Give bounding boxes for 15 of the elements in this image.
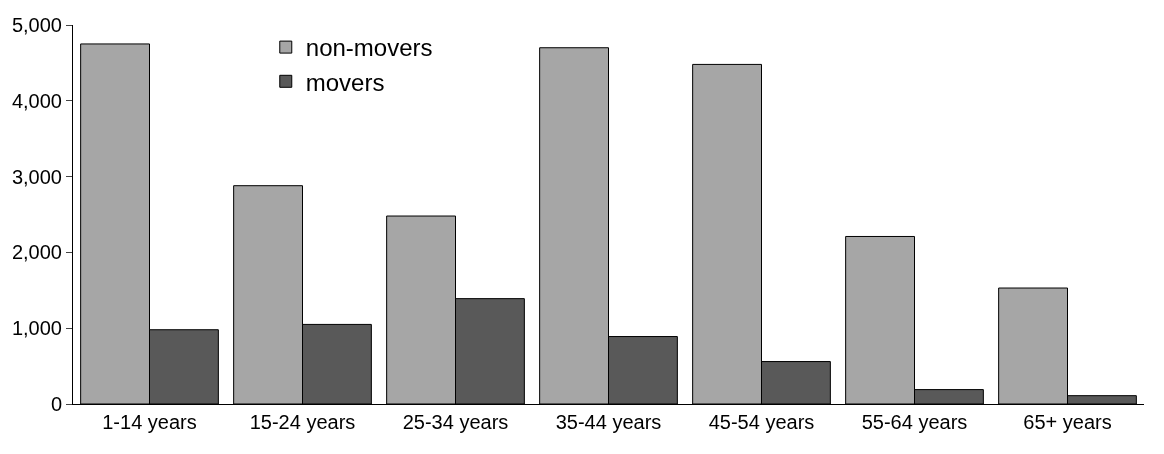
legend-label: non-movers [305,34,433,62]
x-tick-label: 1-14 years [102,411,197,433]
legend-label: movers [305,68,385,96]
y-tick-label: 1,000 [11,317,62,340]
y-tick-label: 3,000 [11,165,62,188]
y-tick-label: 5,000 [11,14,62,36]
x-tick-label: 15-24 years [249,411,356,433]
x-tick-label: 45-54 years [708,411,815,433]
y-tick-label: 4,000 [11,89,62,112]
y-tick-label: 2,000 [11,241,62,264]
y-tick-label: 0 [50,393,62,415]
x-tick-label: 55-64 years [861,411,968,433]
x-tick-label: 35-44 years [555,411,662,433]
x-tick-label: 65+ years [1023,411,1112,433]
x-tick-label: 25-34 years [402,411,509,433]
